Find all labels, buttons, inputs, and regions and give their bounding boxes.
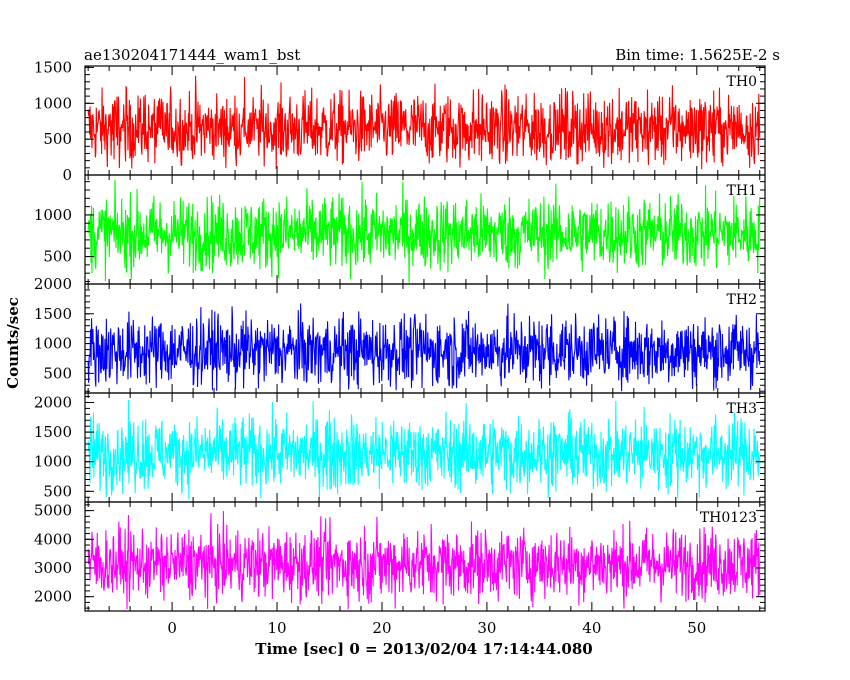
y-tick-label: 1500: [34, 423, 72, 441]
y-tick-label: 500: [43, 248, 72, 266]
y-tick-label: 0: [62, 166, 72, 184]
y-tick-label: 3000: [34, 559, 72, 577]
panel-label: TH3: [727, 401, 757, 417]
x-axis-label: Time [sec] 0 = 2013/02/04 17:14:44.080: [255, 640, 592, 658]
y-tick-label: 2000: [34, 588, 72, 606]
x-tick-label: 30: [477, 619, 496, 637]
y-tick-label: 2000: [34, 393, 72, 411]
panel-label: TH0: [727, 74, 757, 90]
y-tick-label: 1000: [34, 453, 72, 471]
panel-th0123: 2000 3000 4000 5000 TH0123: [34, 501, 766, 612]
y-tick-label: 4000: [34, 530, 72, 548]
panel-label: TH2: [727, 292, 757, 308]
series-line-th2: [87, 303, 761, 392]
panel-th2: 500 1000 1500 2000 TH2: [34, 275, 766, 394]
series-line-th1: [87, 179, 761, 283]
y-tick-label: 1000: [34, 94, 72, 112]
y-tick-label: 5000: [34, 502, 72, 520]
x-tick-label: 50: [687, 619, 706, 637]
series-line-th0123: [87, 511, 761, 610]
panel-label: TH1: [727, 183, 757, 199]
y-tick-label: 1000: [34, 206, 72, 224]
y-tick-label: 1500: [34, 58, 72, 76]
x-tick-label: 40: [582, 619, 601, 637]
x-tick-label: 0: [167, 619, 177, 637]
y-tick-label: 500: [43, 482, 72, 500]
y-tick-label: 2000: [34, 275, 72, 293]
y-tick-label: 500: [43, 364, 72, 382]
panel-label: TH0123: [700, 510, 757, 526]
x-tick-label: 10: [267, 619, 286, 637]
y-tick-label: 500: [43, 130, 72, 148]
series-line-th3: [87, 399, 761, 500]
x-tick-label: 20: [372, 619, 391, 637]
panels-group: 050010001500TH05001000TH1500100015002000…: [34, 58, 766, 637]
series-line-th0: [87, 75, 761, 170]
panel-th1: 500 1000 TH1: [34, 174, 766, 285]
panel-th0: 0 500 1000 1500 TH0: [34, 58, 766, 184]
y-tick-label: 1000: [34, 335, 72, 353]
chart-title-left: ae130204171444_wam1_bst: [84, 46, 300, 64]
y-axis-label: Counts/sec: [4, 297, 22, 389]
panel-th3: 500 1000 1500 2000 TH3: [34, 392, 766, 503]
chart-title-right: Bin time: 1.5625E-2 s: [615, 46, 780, 64]
y-tick-label: 1500: [34, 305, 72, 323]
